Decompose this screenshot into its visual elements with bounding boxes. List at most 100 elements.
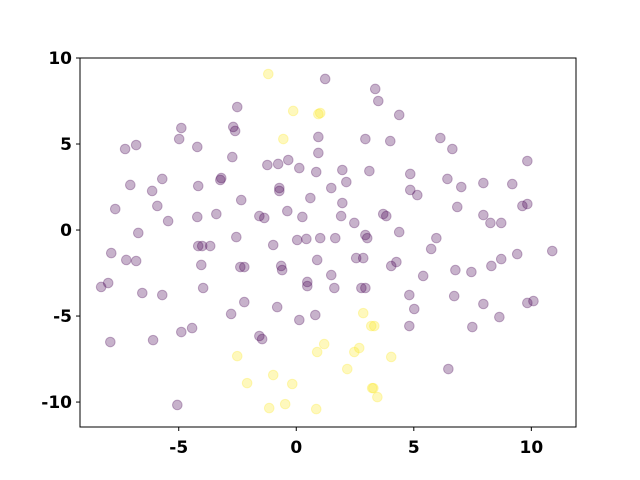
point bbox=[360, 229, 371, 241]
point bbox=[102, 277, 114, 289]
point bbox=[294, 162, 305, 174]
point bbox=[302, 276, 313, 288]
point bbox=[215, 174, 226, 186]
point bbox=[467, 321, 478, 333]
point bbox=[373, 95, 384, 107]
point bbox=[506, 178, 518, 190]
point bbox=[356, 282, 367, 294]
point bbox=[393, 109, 405, 121]
point bbox=[239, 296, 250, 308]
point bbox=[229, 125, 241, 137]
point bbox=[310, 403, 322, 415]
point bbox=[130, 139, 142, 151]
point bbox=[369, 83, 381, 95]
point bbox=[204, 240, 216, 252]
point bbox=[443, 363, 454, 375]
x-tick-label: 0 bbox=[290, 438, 302, 458]
y-tick-label: 5 bbox=[60, 135, 72, 155]
point bbox=[282, 154, 294, 166]
point bbox=[302, 280, 313, 292]
point bbox=[511, 248, 523, 260]
point bbox=[360, 133, 371, 145]
point bbox=[349, 217, 360, 229]
point bbox=[262, 68, 274, 80]
point bbox=[239, 261, 250, 273]
point bbox=[272, 158, 284, 170]
x-tick-label: 5 bbox=[408, 438, 420, 458]
point bbox=[132, 227, 144, 239]
point bbox=[192, 211, 203, 223]
point bbox=[275, 260, 287, 272]
point bbox=[241, 377, 253, 389]
point bbox=[412, 189, 423, 201]
point bbox=[156, 289, 168, 301]
point bbox=[318, 338, 330, 350]
point bbox=[291, 234, 303, 246]
point bbox=[305, 192, 316, 204]
point bbox=[279, 398, 291, 410]
point bbox=[486, 260, 497, 272]
point bbox=[297, 211, 308, 223]
point bbox=[353, 342, 365, 354]
point bbox=[287, 105, 299, 117]
point bbox=[294, 314, 305, 326]
point bbox=[466, 266, 477, 278]
point bbox=[385, 260, 397, 272]
point bbox=[450, 264, 461, 276]
point bbox=[329, 282, 340, 294]
point bbox=[262, 159, 273, 171]
point bbox=[313, 108, 324, 120]
point bbox=[319, 73, 331, 85]
point bbox=[364, 165, 375, 177]
point bbox=[325, 269, 337, 281]
point bbox=[152, 200, 163, 212]
point bbox=[267, 369, 279, 381]
point bbox=[95, 281, 107, 293]
point bbox=[136, 287, 148, 299]
point bbox=[195, 259, 207, 271]
point bbox=[350, 252, 362, 264]
point bbox=[196, 240, 208, 252]
point bbox=[478, 209, 489, 221]
point bbox=[522, 198, 533, 210]
point bbox=[310, 309, 321, 321]
point bbox=[313, 131, 324, 143]
point bbox=[442, 173, 453, 185]
point bbox=[528, 295, 539, 307]
point bbox=[329, 232, 341, 244]
point bbox=[425, 243, 437, 255]
point bbox=[357, 307, 369, 319]
point bbox=[254, 210, 265, 222]
point bbox=[447, 143, 458, 155]
point bbox=[125, 179, 136, 191]
y-tick-label: -10 bbox=[41, 393, 72, 413]
point bbox=[448, 290, 460, 302]
point bbox=[377, 208, 389, 220]
point bbox=[546, 245, 558, 257]
point bbox=[372, 391, 383, 403]
axes-frame bbox=[79, 57, 577, 428]
point bbox=[258, 212, 270, 224]
point bbox=[121, 254, 132, 266]
point bbox=[311, 254, 323, 266]
point bbox=[286, 378, 298, 390]
point bbox=[393, 226, 405, 238]
y-tick-label: 0 bbox=[60, 221, 72, 241]
point bbox=[435, 132, 446, 144]
point bbox=[146, 185, 158, 197]
point bbox=[494, 311, 505, 323]
point bbox=[337, 197, 348, 209]
point bbox=[276, 264, 288, 276]
point bbox=[211, 208, 222, 220]
point bbox=[256, 333, 268, 345]
point bbox=[391, 256, 402, 268]
point bbox=[431, 232, 442, 244]
point bbox=[385, 351, 397, 363]
point bbox=[408, 303, 420, 315]
point bbox=[360, 282, 371, 294]
point bbox=[341, 363, 353, 375]
point bbox=[235, 261, 246, 273]
point bbox=[271, 301, 283, 313]
